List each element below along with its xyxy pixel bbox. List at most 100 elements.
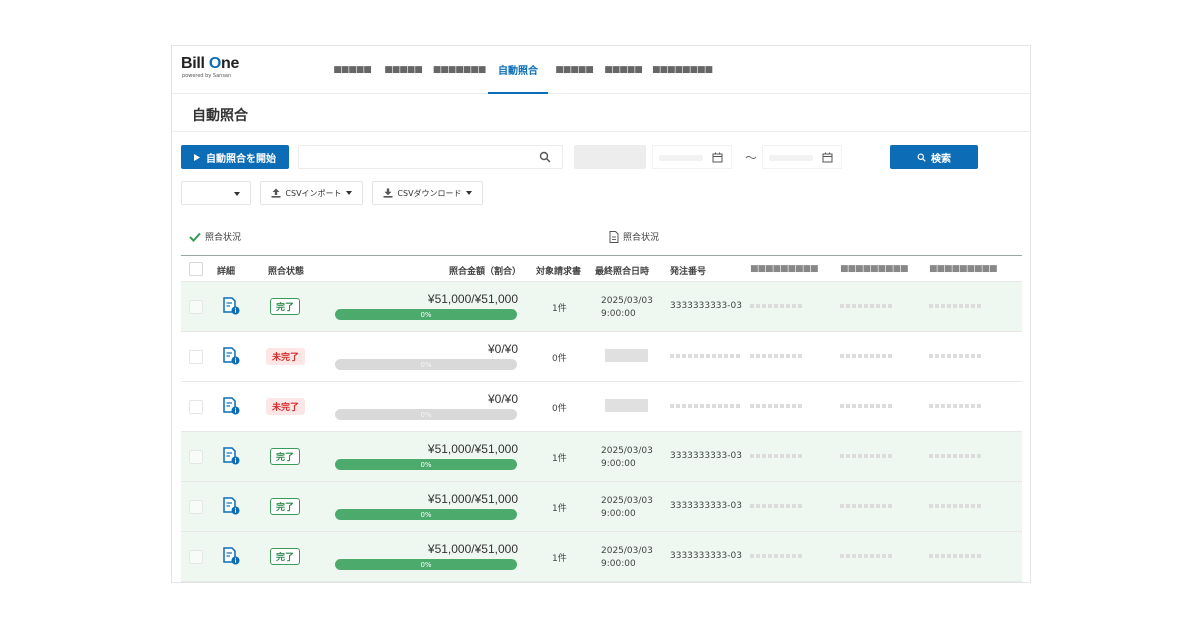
row-checkbox[interactable] [189,350,203,364]
calendar-icon[interactable] [712,152,723,163]
status-right-label: 照合状況 [623,233,660,243]
invoice-count: 1件 [552,504,567,514]
nav-item-2[interactable]: ■■■■■ [384,65,423,75]
table-row[interactable]: 完了 ¥51,000/¥51,000 0% 1件 2025/03/03 9:00:… [181,432,1022,482]
match-amount: ¥51,000/¥51,000 [427,292,518,306]
match-status-summary: 照合状況 照合状況 [181,222,1022,254]
check-icon [189,232,201,242]
search-icon [539,151,551,163]
invoice-count: 1件 [552,304,567,314]
masked-cell [750,404,802,408]
order-number: 3333333333-03 [670,551,742,561]
table-row[interactable]: 未完了 ¥0/¥0 0% 0件 [181,332,1022,382]
table-row[interactable]: 完了 ¥51,000/¥51,000 0% 1件 2025/03/03 9:00:… [181,282,1022,332]
masked-cell [750,354,802,358]
status-divider [181,255,1022,256]
title-divider [172,131,1030,132]
date-from-placeholder [659,155,703,161]
masked-cell [840,504,892,508]
detail-info-icon[interactable] [222,497,240,515]
status-badge: 完了 [270,548,301,565]
status-summary-right[interactable]: 照合状況 [609,230,659,243]
bulk-action-select[interactable] [181,181,251,205]
csv-import-button[interactable]: CSVインポート [260,181,363,205]
download-icon [383,188,393,198]
masked-cell [750,504,802,508]
match-progress-bar: 0% [335,359,517,370]
status-badge: 完了 [270,448,301,465]
start-auto-match-button[interactable]: 自動照合を開始 [181,145,289,169]
last-match-datetime: 2025/03/03 9:00:00 [601,446,653,469]
header-amount: 照合金額（割合） [449,267,522,277]
row-checkbox[interactable] [189,450,203,464]
detail-info-icon[interactable] [222,447,240,465]
row-checkbox[interactable] [189,400,203,414]
masked-order [670,404,740,408]
date-from-input[interactable] [652,145,732,169]
nav-item-1[interactable]: ■■■■■ [333,65,372,75]
match-progress-bar: 0% [335,409,517,420]
select-all-checkbox[interactable] [189,262,203,276]
match-table: 詳細 照合状態 照合金額（割合） 対象請求書 最終照合日時 発注番号 ■■■■■… [181,256,1022,582]
match-amount: ¥51,000/¥51,000 [427,542,518,556]
invoice-count: 0件 [552,354,567,364]
detail-info-icon[interactable] [222,347,240,365]
nav-item-auto-match[interactable]: 自動照合 [488,46,548,94]
header-invoices: 対象請求書 [536,267,582,277]
caret-down-icon [234,192,240,196]
last-match-datetime: 2025/03/03 9:00:00 [601,496,653,519]
masked-cell [929,404,981,408]
upload-icon [271,188,281,198]
match-progress-bar: 0% [335,459,517,470]
masked-date [605,349,648,362]
status-badge: 完了 [270,298,301,315]
status-left-label: 照合状況 [205,233,242,243]
last-match-datetime: 2025/03/03 9:00:00 [601,546,653,569]
match-amount: ¥51,000/¥51,000 [427,492,518,506]
detail-info-icon[interactable] [222,297,240,315]
caret-down-icon [345,191,352,195]
row-checkbox[interactable] [189,550,203,564]
csv-import-label: CSVインポート [285,188,342,198]
nav-item-3[interactable]: ■■■■■■■ [432,65,487,75]
nav-item-7[interactable]: ■■■■■■■■ [651,65,713,75]
search-button-label: 検索 [931,153,951,165]
status-summary-left[interactable]: 照合状況 [189,230,241,243]
match-amount: ¥0/¥0 [487,392,518,406]
logo-tagline: powered by Sansan [182,73,232,79]
csv-download-button[interactable]: CSVダウンロード [372,181,483,205]
row-checkbox[interactable] [189,500,203,514]
order-number: 3333333333-03 [670,501,742,511]
masked-cell [840,454,892,458]
caret-down-icon [465,191,472,195]
masked-cell [750,454,802,458]
header-detail: 詳細 [217,267,236,277]
detail-info-icon[interactable] [222,547,240,565]
invoice-count: 0件 [552,404,567,414]
filter-select[interactable] [574,145,646,169]
row-checkbox[interactable] [189,300,203,314]
search-input[interactable] [298,145,563,169]
nav-item-5[interactable]: ■■■■■ [555,65,594,75]
nav-item-6[interactable]: ■■■■■ [604,65,643,75]
table-row[interactable]: 完了 ¥51,000/¥51,000 0% 1件 2025/03/03 9:00:… [181,482,1022,532]
table-row[interactable]: 未完了 ¥0/¥0 0% 0件 [181,382,1022,432]
app-header: Bill One powered by Sansan ■■■■■ ■■■■■ ■… [172,46,1030,94]
play-icon [194,153,200,161]
search-button[interactable]: 検索 [890,145,978,169]
table-row[interactable]: 完了 ¥51,000/¥51,000 0% 1件 2025/03/03 9:00:… [181,532,1022,582]
bill-one-logo[interactable]: Bill One powered by Sansan [181,55,239,80]
calendar-icon[interactable] [822,152,833,163]
order-number: 3333333333-03 [670,301,742,311]
date-to-input[interactable] [762,145,842,169]
order-number: 3333333333-03 [670,451,742,461]
masked-cell [929,554,981,558]
search-icon [917,153,926,162]
invoice-count: 1件 [552,454,567,464]
document-icon [609,230,619,243]
status-badge: 未完了 [266,398,306,415]
detail-info-icon[interactable] [222,397,240,415]
masked-cell [840,554,892,558]
masked-cell [929,304,981,308]
status-badge: 完了 [270,498,301,515]
